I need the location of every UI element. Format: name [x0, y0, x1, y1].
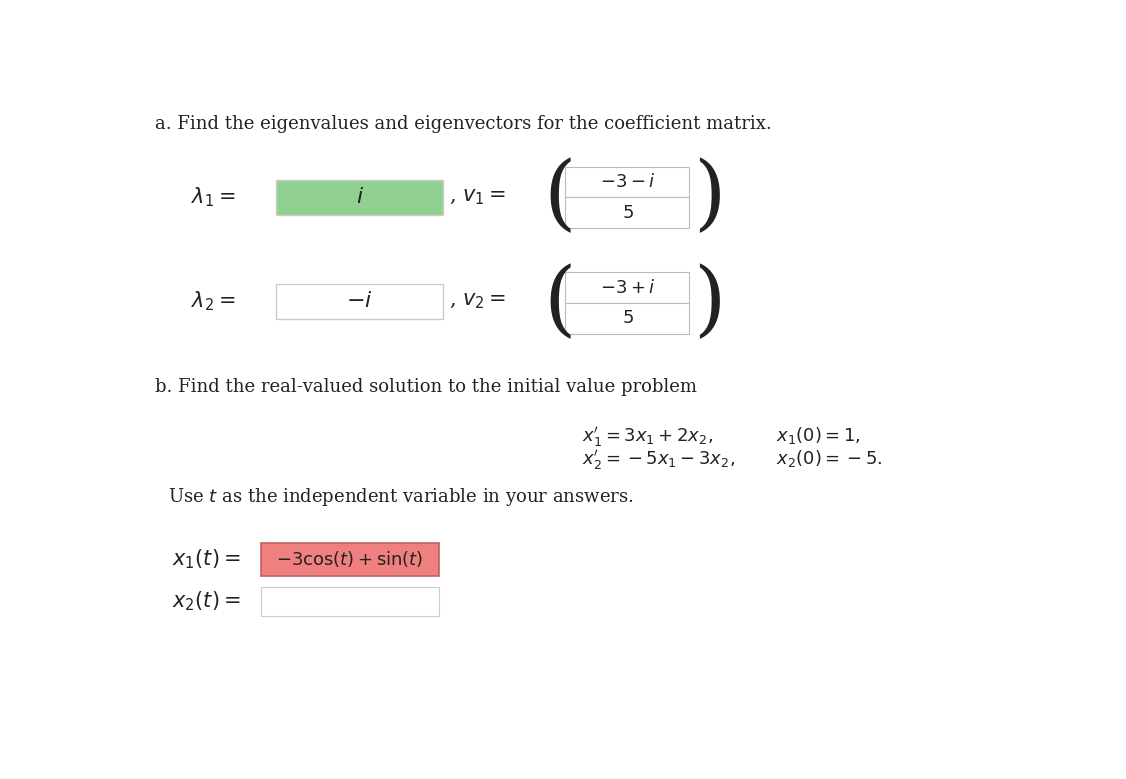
- Text: $x_2(0) = -5.$: $x_2(0) = -5.$: [776, 448, 883, 469]
- Text: $-i$: $-i$: [347, 291, 373, 312]
- Text: a. Find the eigenvalues and eigenvectors for the coefficient matrix.: a. Find the eigenvalues and eigenvectors…: [154, 115, 771, 133]
- FancyBboxPatch shape: [276, 180, 443, 215]
- Text: $5$: $5$: [622, 309, 634, 327]
- Text: (: (: [544, 263, 577, 343]
- FancyBboxPatch shape: [261, 587, 439, 616]
- FancyBboxPatch shape: [261, 543, 439, 576]
- FancyBboxPatch shape: [565, 197, 689, 228]
- Text: ): ): [694, 263, 726, 343]
- Text: , $v_1 =$: , $v_1 =$: [449, 188, 507, 207]
- Text: $\lambda_2 =$: $\lambda_2 =$: [191, 290, 235, 313]
- Text: $x_2' = -5x_1 - 3x_2,$: $x_2' = -5x_1 - 3x_2,$: [582, 448, 735, 471]
- Text: $-3\cos(t) + \sin(t)$: $-3\cos(t) + \sin(t)$: [276, 549, 423, 569]
- Text: $x_2(t) =$: $x_2(t) =$: [172, 590, 241, 614]
- Text: ): ): [694, 157, 726, 238]
- FancyBboxPatch shape: [565, 303, 689, 333]
- Text: $-3 + i$: $-3 + i$: [600, 279, 655, 297]
- FancyBboxPatch shape: [565, 272, 689, 303]
- FancyBboxPatch shape: [565, 167, 689, 197]
- Text: $5$: $5$: [622, 204, 634, 222]
- Text: $i$: $i$: [356, 186, 364, 209]
- Text: Use $t$ as the independent variable in your answers.: Use $t$ as the independent variable in y…: [168, 486, 634, 508]
- Text: $x_1' = 3x_1 + 2x_2,$: $x_1' = 3x_1 + 2x_2,$: [582, 425, 714, 449]
- Text: $\lambda_1 =$: $\lambda_1 =$: [191, 185, 235, 210]
- Text: b. Find the real-valued solution to the initial value problem: b. Find the real-valued solution to the …: [154, 379, 697, 397]
- Text: $x_1(t) =$: $x_1(t) =$: [172, 548, 241, 571]
- Text: (: (: [544, 157, 577, 238]
- Text: , $v_2 =$: , $v_2 =$: [449, 292, 507, 311]
- Text: $x_1(0) = 1,$: $x_1(0) = 1,$: [776, 425, 861, 446]
- FancyBboxPatch shape: [276, 284, 443, 319]
- Text: $-3 - i$: $-3 - i$: [600, 173, 655, 191]
